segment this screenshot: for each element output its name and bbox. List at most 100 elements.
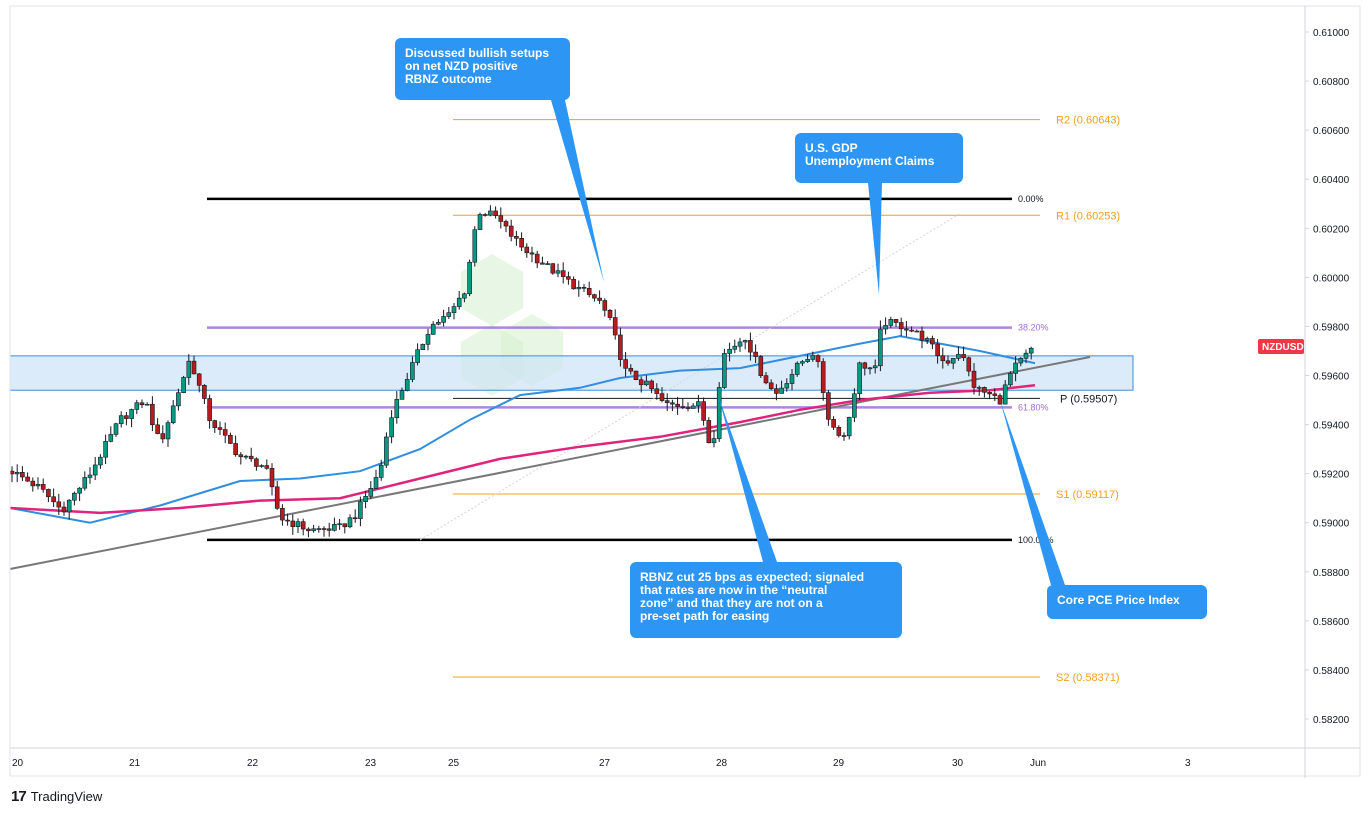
candle[interactable] [482, 213, 488, 217]
candle[interactable] [451, 303, 457, 320]
candle[interactable] [581, 284, 587, 292]
candle[interactable] [498, 207, 504, 229]
candle[interactable] [316, 525, 322, 533]
candle[interactable] [602, 298, 608, 317]
candle[interactable] [160, 425, 166, 444]
moving-average-fast[interactable] [9, 335, 1036, 524]
candle[interactable] [181, 375, 186, 394]
candle[interactable] [30, 477, 36, 492]
candle[interactable] [867, 366, 873, 375]
candle[interactable] [212, 419, 218, 433]
candle[interactable] [1018, 357, 1024, 367]
candle[interactable] [722, 348, 727, 389]
candle[interactable] [898, 317, 904, 337]
rising-trendline[interactable] [9, 356, 1091, 570]
candle[interactable] [363, 490, 368, 509]
candle[interactable] [144, 402, 150, 406]
candle[interactable] [290, 514, 296, 535]
candle[interactable] [191, 355, 197, 375]
candle[interactable] [40, 478, 46, 493]
candle[interactable] [399, 387, 405, 400]
candle[interactable] [742, 339, 748, 350]
candle[interactable] [207, 394, 212, 429]
candle[interactable] [748, 332, 753, 361]
candle[interactable] [878, 320, 883, 372]
candle[interactable] [446, 307, 452, 319]
candle[interactable] [680, 398, 686, 410]
candle[interactable] [118, 411, 124, 428]
candle[interactable] [690, 403, 696, 409]
candle[interactable] [789, 369, 795, 391]
candle[interactable] [238, 452, 244, 465]
candle[interactable] [228, 432, 233, 444]
candle[interactable] [545, 261, 550, 265]
candle[interactable] [992, 388, 998, 402]
candle[interactable] [701, 397, 706, 426]
candle[interactable] [98, 454, 103, 469]
candle[interactable] [477, 212, 483, 231]
candle[interactable] [550, 263, 556, 275]
candle[interactable] [373, 469, 379, 489]
candle[interactable] [150, 396, 155, 432]
tradingview-brand[interactable]: 17 TradingView [11, 788, 102, 805]
candle[interactable] [961, 346, 966, 362]
candle[interactable] [384, 432, 389, 469]
candle[interactable] [176, 388, 181, 411]
candle[interactable] [420, 343, 426, 350]
candle[interactable] [685, 402, 691, 412]
candle[interactable] [488, 205, 493, 217]
candle[interactable] [503, 219, 509, 233]
candle[interactable] [670, 399, 675, 412]
candle[interactable] [805, 354, 810, 363]
candle[interactable] [472, 226, 478, 267]
candle[interactable] [893, 318, 899, 328]
candle[interactable] [831, 416, 836, 430]
candle[interactable] [696, 394, 701, 413]
candle[interactable] [134, 399, 140, 415]
candle[interactable] [108, 426, 114, 443]
candle[interactable] [56, 493, 62, 515]
candle[interactable] [592, 293, 597, 302]
candle[interactable] [727, 342, 732, 362]
candle[interactable] [347, 514, 353, 529]
candle[interactable] [61, 501, 67, 516]
candle[interactable] [72, 491, 77, 506]
candle[interactable] [243, 454, 249, 460]
candle[interactable] [716, 382, 722, 442]
candle[interactable] [836, 425, 842, 438]
candle[interactable] [274, 480, 280, 510]
range-zone[interactable] [9, 355, 1134, 391]
candle[interactable] [618, 327, 623, 367]
candle[interactable] [883, 317, 888, 335]
candle[interactable] [1028, 346, 1034, 360]
candle[interactable] [51, 488, 56, 507]
candle[interactable] [638, 376, 644, 393]
candle[interactable] [77, 487, 82, 502]
candle[interactable] [649, 379, 654, 394]
candle[interactable] [139, 399, 145, 409]
moving-average-slow[interactable] [9, 384, 1036, 515]
candle[interactable] [254, 457, 259, 471]
candle[interactable] [987, 391, 992, 400]
candle[interactable] [202, 384, 207, 405]
candle[interactable] [514, 230, 519, 246]
candle[interactable] [462, 292, 467, 303]
candle[interactable] [555, 263, 561, 278]
candle[interactable] [519, 232, 524, 251]
candle[interactable] [456, 290, 462, 310]
candle[interactable] [810, 351, 816, 362]
candle[interactable] [930, 335, 935, 350]
candle[interactable] [1002, 380, 1008, 405]
candle[interactable] [758, 355, 764, 379]
candle[interactable] [410, 356, 415, 383]
candle[interactable] [966, 356, 972, 377]
candle[interactable] [25, 472, 30, 482]
candle[interactable] [66, 499, 72, 520]
candle[interactable] [571, 276, 576, 290]
candle[interactable] [92, 456, 98, 481]
candle[interactable] [165, 420, 171, 447]
candle[interactable] [675, 396, 680, 415]
candle[interactable] [732, 339, 738, 354]
candle[interactable] [862, 361, 868, 376]
candle[interactable] [612, 309, 618, 340]
